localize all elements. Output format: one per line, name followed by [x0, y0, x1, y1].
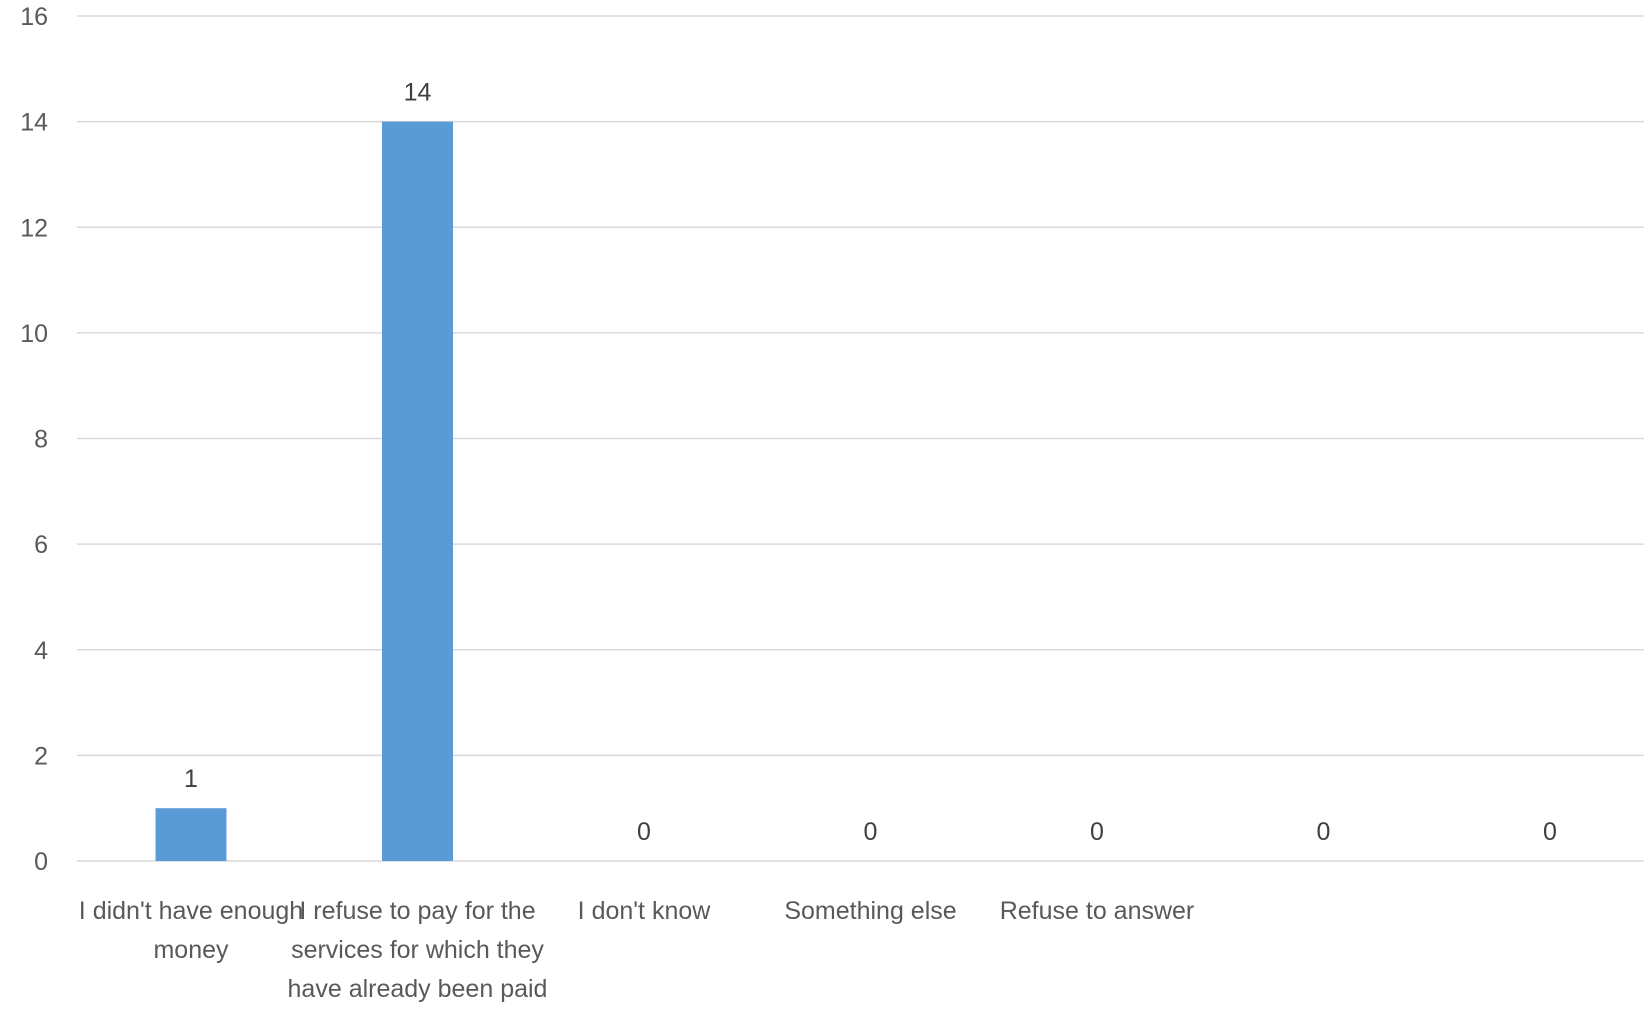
y-tick-label-12: 12: [20, 214, 48, 242]
category-label-2-line-0: I don't know: [578, 897, 712, 925]
y-tick-label-8: 8: [34, 426, 48, 454]
bars: [155, 121, 453, 861]
category-label-0-line-0: I didn't have enough: [79, 897, 303, 925]
y-tick-label-16: 16: [20, 3, 48, 31]
data-label-5: 0: [1317, 818, 1331, 846]
data-label-0: 1: [184, 765, 198, 793]
category-label-1-line-2: have already been paid: [288, 975, 548, 1003]
y-tick-label-2: 2: [34, 742, 48, 770]
category-label-1-line-0: I refuse to pay for the: [299, 897, 535, 925]
data-label-6: 0: [1543, 818, 1557, 846]
category-label-1-line-1: services for which they: [291, 936, 544, 964]
gridlines: [77, 15, 1644, 862]
data-labels: 1 14 0 0 0 0 0: [184, 79, 1557, 846]
category-label-3-line-0: Something else: [784, 897, 956, 925]
bar-0: [155, 808, 227, 861]
bar-1: [382, 121, 453, 861]
data-label-1: 14: [404, 79, 432, 107]
data-label-4: 0: [1090, 818, 1104, 846]
category-labels: I didn't have enough money I refuse to pay…: [79, 897, 1194, 1003]
y-tick-label-14: 14: [20, 109, 48, 137]
y-tick-label-6: 6: [34, 531, 48, 559]
category-label-4-line-0: Refuse to answer: [1000, 897, 1195, 925]
data-label-2: 0: [637, 818, 651, 846]
data-label-3: 0: [864, 818, 878, 846]
y-tick-label-10: 10: [20, 320, 48, 348]
y-tick-label-4: 4: [34, 637, 48, 665]
y-tick-label-0: 0: [34, 848, 48, 876]
category-label-0-line-1: money: [153, 936, 229, 964]
y-axis-tick-labels: 0 2 4 6 8 10 12 14 16: [20, 3, 48, 876]
